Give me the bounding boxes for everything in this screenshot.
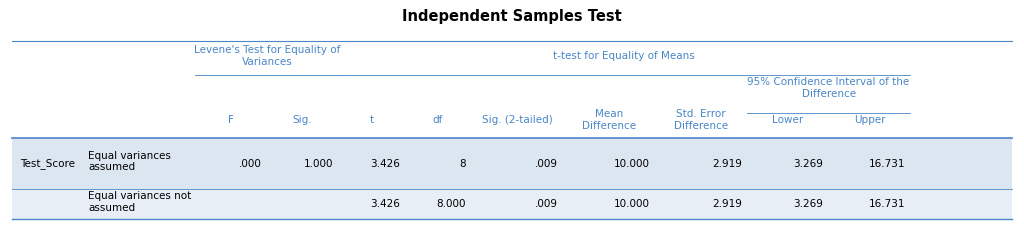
Text: .009: .009 <box>535 199 558 209</box>
Text: 2.919: 2.919 <box>712 159 741 169</box>
Text: 10.000: 10.000 <box>613 199 650 209</box>
Text: Sig. (2-tailed): Sig. (2-tailed) <box>481 115 553 125</box>
Text: t: t <box>370 115 374 125</box>
Text: .009: .009 <box>535 159 558 169</box>
Text: Lower: Lower <box>772 115 804 125</box>
Bar <box>11 138 1013 189</box>
Text: Equal variances
assumed: Equal variances assumed <box>88 151 171 172</box>
Text: 3.426: 3.426 <box>370 199 399 209</box>
Text: Levene's Test for Equality of
Variances: Levene's Test for Equality of Variances <box>194 45 340 67</box>
Text: 2.919: 2.919 <box>712 199 741 209</box>
Text: 3.269: 3.269 <box>794 159 823 169</box>
Text: Upper: Upper <box>854 115 885 125</box>
Text: 95% Confidence Interval of the
Difference: 95% Confidence Interval of the Differenc… <box>748 77 909 99</box>
Text: Independent Samples Test: Independent Samples Test <box>402 9 622 25</box>
Text: 8.000: 8.000 <box>436 199 466 209</box>
Text: 3.426: 3.426 <box>370 159 399 169</box>
Text: F: F <box>228 115 234 125</box>
Text: Sig.: Sig. <box>293 115 312 125</box>
Text: Std. Error
Difference: Std. Error Difference <box>674 109 728 130</box>
Text: 10.000: 10.000 <box>613 159 650 169</box>
Text: 16.731: 16.731 <box>868 199 905 209</box>
Text: 8: 8 <box>460 159 466 169</box>
Text: 16.731: 16.731 <box>868 159 905 169</box>
Bar <box>11 189 1013 219</box>
Text: Equal variances not
assumed: Equal variances not assumed <box>88 191 191 213</box>
Text: .000: .000 <box>239 159 262 169</box>
Text: 1.000: 1.000 <box>304 159 333 169</box>
Text: Mean
Difference: Mean Difference <box>582 109 636 130</box>
Text: t-test for Equality of Means: t-test for Equality of Means <box>553 51 695 61</box>
Text: df: df <box>433 115 443 125</box>
Text: Test_Score: Test_Score <box>19 158 75 169</box>
Text: 3.269: 3.269 <box>794 199 823 209</box>
